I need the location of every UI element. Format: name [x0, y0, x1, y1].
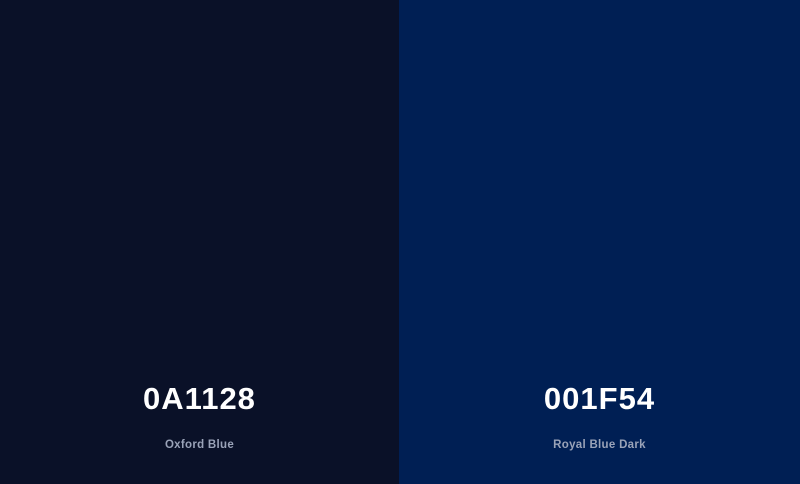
color-swatch-royal-blue-dark: 001F54 Royal Blue Dark	[399, 0, 800, 484]
color-swatch-oxford-blue: 0A1128 Oxford Blue	[0, 0, 399, 484]
color-name: Royal Blue Dark	[553, 439, 646, 451]
color-name: Oxford Blue	[164, 439, 235, 451]
color-hex-code: 0A1128	[143, 381, 256, 416]
color-hex-code: 001F54	[543, 381, 656, 416]
